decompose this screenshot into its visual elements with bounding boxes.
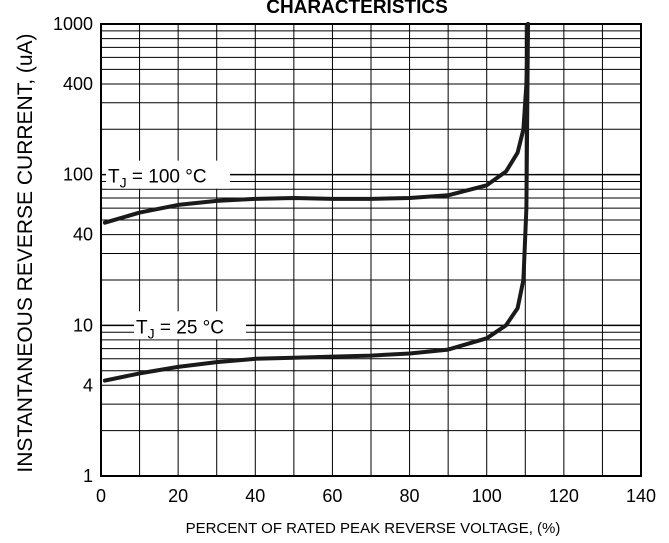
y-tick-label: 100 [63,165,93,185]
series-layer [102,22,530,383]
annotation-label: TJ = 25 °C [136,317,224,341]
annotation-label: TJ = 100 °C [108,167,207,191]
annotation-background [134,311,246,340]
x-tick-label: 0 [96,486,106,506]
y-tick-label: 4 [83,375,93,395]
x-tick-label: 120 [549,486,579,506]
annotations: TJ = 100 °C TJ = 25 °C [106,160,246,341]
series-line-1 [102,22,530,383]
x-axis-label: PERCENT OF RATED PEAK REVERSE VOLTAGE, (… [186,520,561,537]
x-tick-label: 80 [400,486,420,506]
x-axis-ticks: 0 20 40 60 80 100 120 140 [96,486,656,506]
series-line-0 [102,22,530,225]
y-tick-label: 40 [73,225,93,245]
y-axis-label: INSTANTANEOUS REVERSE CURRENT, (uA) [14,33,37,472]
y-tick-label: 1000 [53,14,93,34]
x-tick-label: 20 [168,486,188,506]
grid [101,24,641,476]
chart-title: CHARACTERISTICS [266,0,448,18]
y-tick-label: 400 [63,74,93,94]
y-tick-label: 10 [73,315,93,335]
annotation-background [106,160,230,189]
x-tick-label: 40 [245,486,265,506]
x-tick-label: 140 [626,486,656,506]
plot-frame [100,23,642,477]
x-tick-label: 100 [472,486,502,506]
x-tick-label: 60 [322,486,342,506]
y-tick-label: 1 [83,466,93,486]
y-axis-ticks: 1 4 10 40 100 400 1000 [53,14,93,486]
